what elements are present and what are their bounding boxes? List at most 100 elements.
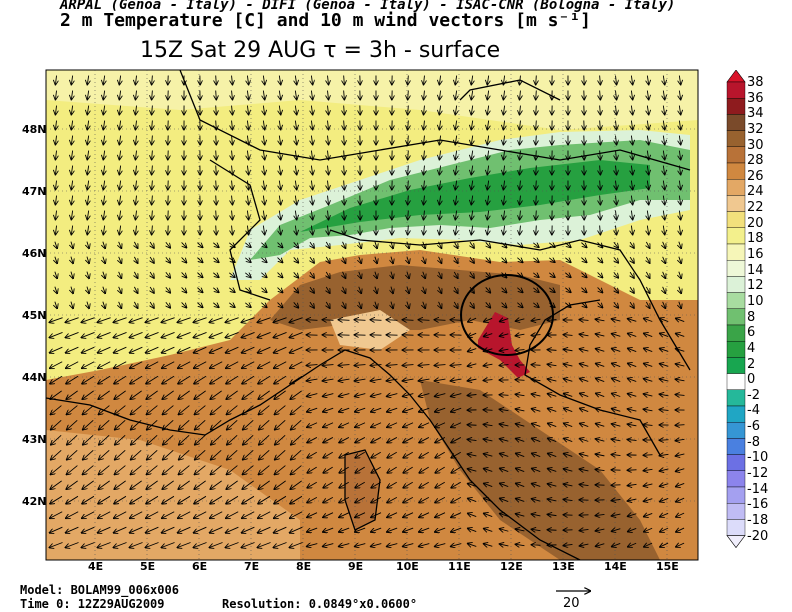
wind-vector xyxy=(228,303,234,307)
wind-vector xyxy=(277,287,283,293)
wind-vector xyxy=(596,469,605,470)
wind-vector xyxy=(130,511,143,518)
wind-vector xyxy=(487,180,488,190)
wind-vector xyxy=(548,243,554,247)
wind-vector xyxy=(615,165,616,175)
wind-vector xyxy=(484,364,493,366)
wind-vector xyxy=(216,150,217,160)
wind-vector xyxy=(51,465,62,475)
wind-vector xyxy=(631,195,632,205)
wind-vector xyxy=(247,120,248,130)
wind-vector xyxy=(166,241,170,248)
wind-vector xyxy=(487,150,488,160)
wind-vector xyxy=(503,225,504,235)
wind-vector xyxy=(439,75,440,85)
footer-resolution: Resolution: 0.0849°x0.0600° xyxy=(222,597,418,611)
wind-vector xyxy=(387,496,398,502)
wind-vector xyxy=(581,242,586,248)
wind-vector xyxy=(135,105,136,115)
wind-vector xyxy=(323,437,334,442)
wind-vector xyxy=(600,195,601,205)
wind-vector xyxy=(631,90,632,100)
wind-vector xyxy=(228,288,234,292)
wind-vector xyxy=(295,180,296,190)
wind-vector xyxy=(290,495,303,503)
wind-vector xyxy=(307,437,318,442)
wind-vector xyxy=(146,346,159,353)
wind-vector xyxy=(323,451,333,458)
wind-vector xyxy=(387,512,398,518)
wind-vector xyxy=(323,365,334,366)
wind-vector xyxy=(580,320,589,321)
wind-vector xyxy=(371,466,381,473)
wind-vector xyxy=(195,465,206,475)
wind-vector xyxy=(263,120,264,130)
wind-vector xyxy=(259,405,270,415)
wind-vector xyxy=(210,495,223,503)
wind-vector xyxy=(291,465,302,475)
wind-vector xyxy=(307,365,318,366)
wind-vector xyxy=(263,210,264,220)
wind-vector xyxy=(82,390,94,399)
wind-vector xyxy=(163,465,174,475)
wind-vector xyxy=(197,272,202,278)
wind-vector xyxy=(295,150,296,160)
wind-vector xyxy=(228,243,234,247)
wind-vector xyxy=(536,150,537,160)
wind-vector xyxy=(87,75,88,85)
wind-vector xyxy=(71,150,72,160)
wind-vector xyxy=(227,450,238,459)
wind-vector xyxy=(408,150,409,160)
wind-vector xyxy=(227,465,238,475)
wind-vector xyxy=(631,150,632,160)
wind-vector xyxy=(87,150,88,160)
wind-vector xyxy=(614,256,618,262)
colorbar-swatch xyxy=(726,292,746,310)
wind-vector xyxy=(375,286,377,294)
wind-vector xyxy=(471,225,472,235)
wind-vector xyxy=(311,150,312,160)
wind-vector xyxy=(66,511,79,518)
header-variables: 2 m Temperature [C] and 10 m wind vector… xyxy=(60,10,592,31)
wind-vector xyxy=(355,496,366,502)
wind-vector xyxy=(646,241,649,248)
wind-vector xyxy=(580,469,589,471)
wind-vector xyxy=(500,395,509,396)
wind-vector xyxy=(162,375,175,383)
wind-vector xyxy=(115,405,126,415)
wind-vector xyxy=(596,378,605,381)
wind-vector xyxy=(435,496,446,502)
wind-vector xyxy=(435,481,445,488)
wind-vector xyxy=(516,424,525,426)
wind-vector xyxy=(355,379,366,381)
wind-vector xyxy=(279,195,280,205)
wind-vector xyxy=(344,90,345,100)
wind-vector xyxy=(147,420,158,429)
wind-vector xyxy=(600,180,601,190)
wind-vector xyxy=(295,90,296,100)
wind-vector xyxy=(612,319,621,321)
wind-vector xyxy=(162,346,175,353)
wind-vector xyxy=(403,466,413,473)
wind-vector xyxy=(344,225,345,235)
wind-vector xyxy=(644,348,653,351)
wind-vector xyxy=(487,105,488,115)
wind-vector xyxy=(644,379,653,382)
wind-vector xyxy=(660,454,669,455)
wind-vector xyxy=(503,195,504,205)
lon-label: 8E xyxy=(296,560,312,573)
wind-vector xyxy=(424,165,425,175)
wind-vector xyxy=(83,405,94,415)
wind-vector xyxy=(644,484,653,486)
wind-vector xyxy=(487,120,488,130)
wind-vector xyxy=(484,349,493,351)
wind-vector xyxy=(471,195,472,205)
wind-vector xyxy=(290,480,302,489)
wind-vector xyxy=(487,90,488,100)
colorbar-swatch xyxy=(726,389,746,407)
wind-vector xyxy=(232,210,233,220)
wind-vector xyxy=(355,451,365,458)
wind-vector xyxy=(162,361,175,368)
wind-vector xyxy=(454,286,457,293)
